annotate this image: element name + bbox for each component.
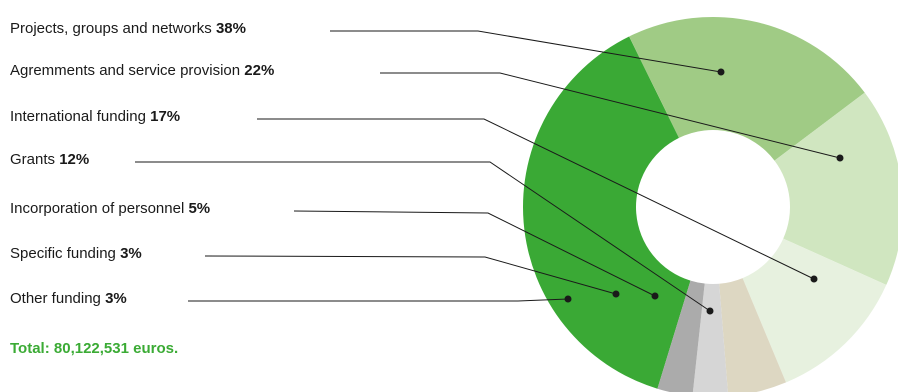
leader-line [204, 255, 617, 295]
donut-slice [692, 283, 728, 392]
donut-slice [719, 278, 787, 392]
category-name: Grants [10, 151, 60, 168]
legend-label: Specific funding 3% [10, 245, 142, 263]
category-name: Other funding [10, 290, 106, 307]
category-name: International funding [10, 108, 151, 125]
legend-label: Other funding 3% [10, 290, 127, 308]
leader-lines [135, 30, 844, 315]
donut-slice [774, 92, 898, 285]
donut-slice [629, 17, 865, 161]
legend-label: International funding 17% [10, 108, 180, 126]
percent-value: 38% [215, 20, 246, 37]
donut-slice [523, 36, 691, 389]
category-name: Incorporation of personnel [10, 200, 189, 217]
percent-value: 17% [150, 108, 181, 125]
percent-value: 3% [105, 290, 127, 307]
donut-slices [523, 17, 898, 392]
leader-line [293, 210, 656, 297]
legend-label: Grants 12% [10, 151, 89, 169]
leader-line [188, 298, 569, 302]
legend-label: Incorporation of personnel 5% [10, 200, 210, 218]
percent-value: 5% [188, 200, 211, 217]
leader-dot [836, 154, 844, 162]
leader-line [330, 30, 722, 73]
percent-value: 3% [120, 245, 142, 262]
category-name: Projects, groups and networks [10, 20, 216, 37]
donut-slice [742, 238, 887, 383]
leader-dot [564, 295, 572, 303]
percent-value: 12% [59, 151, 90, 168]
leader-dot [706, 307, 714, 315]
leader-dot [810, 275, 818, 283]
leader-dot [717, 68, 725, 76]
leader-line [257, 118, 815, 280]
leader-line [135, 161, 711, 312]
leader-line [380, 72, 841, 159]
leader-dot [612, 290, 620, 298]
legend-label: Projects, groups and networks 38% [10, 20, 246, 38]
donut-slice [657, 280, 705, 392]
percent-value: 22% [244, 62, 275, 79]
total-label: Total: 80,122,531 euros. [10, 340, 179, 357]
leader-dot [651, 292, 659, 300]
category-name: Specific funding [10, 245, 121, 262]
legend-label: Agremments and service provision 22% [10, 62, 274, 80]
category-name: Agremments and service provision [10, 62, 245, 79]
